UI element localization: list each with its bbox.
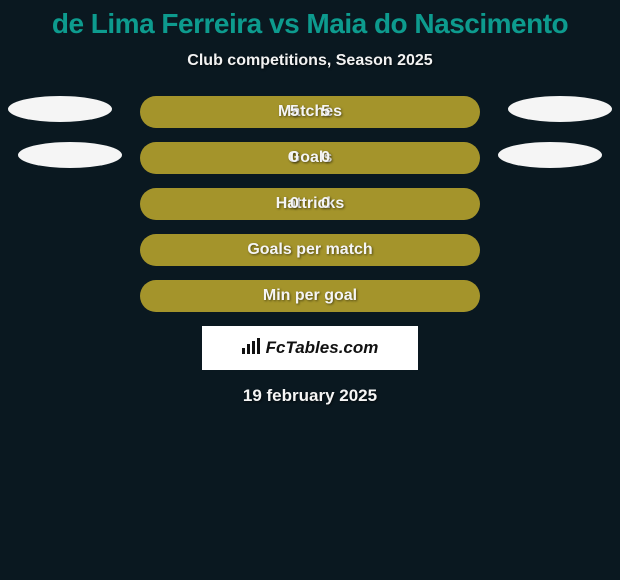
stat-label: Goals <box>140 149 480 167</box>
player-oval-left <box>8 96 112 122</box>
stat-value-right: 0 <box>321 149 330 167</box>
stat-rows: Matches55Goals00Hattricks00Goals per mat… <box>0 96 620 312</box>
stat-label: Matches <box>140 103 480 121</box>
stat-row: Matches5 5 <box>0 96 620 128</box>
stat-bar: Matches5 5 <box>140 96 480 128</box>
stat-value-left: 0 <box>290 149 299 167</box>
player-oval-right <box>508 96 612 122</box>
stat-bar: Goals0 0 <box>140 142 480 174</box>
stat-bar: Hattricks0 0 <box>140 188 480 220</box>
stat-label: Hattricks <box>140 195 480 213</box>
subtitle: Club competitions, Season 2025 <box>0 52 620 70</box>
brand-badge: FcTables.com <box>202 326 418 370</box>
stat-row: Goals0 0 <box>0 142 620 174</box>
player-oval-left <box>18 142 122 168</box>
stat-row: Hattricks0 0 <box>0 188 620 220</box>
stat-row: Min per goal <box>0 280 620 312</box>
stat-label: Goals per match <box>140 241 480 259</box>
date-label: 19 february 2025 <box>0 386 620 406</box>
stat-value-left: 0 <box>290 195 299 213</box>
stat-value-right: 0 <box>321 195 330 213</box>
page-title: de Lima Ferreira vs Maia do Nascimento <box>0 0 620 40</box>
player-oval-right <box>498 142 602 168</box>
stat-bar: Min per goal <box>140 280 480 312</box>
stat-value-left: 5 <box>290 103 299 121</box>
stat-value-right: 5 <box>321 103 330 121</box>
stat-row: Goals per match <box>0 234 620 266</box>
stat-label: Min per goal <box>140 287 480 305</box>
brand-chart-icon <box>242 338 262 359</box>
stat-bar: Goals per match <box>140 234 480 266</box>
brand-text: FcTables.com <box>266 338 379 358</box>
